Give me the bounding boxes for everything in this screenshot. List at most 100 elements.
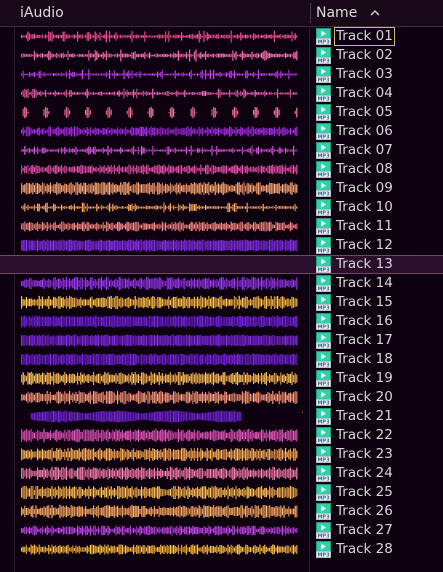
mp3-file-icon: MP3 (316, 218, 331, 236)
mp3-file-icon: MP3 (316, 389, 331, 407)
track-waveform[interactable] (21, 504, 298, 519)
mp3-file-icon: MP3 (316, 351, 331, 369)
file-row[interactable]: MP3 Track 04 (0, 84, 443, 103)
track-name[interactable]: Track 01 (334, 27, 395, 46)
mp3-badge-label: MP3 (317, 268, 330, 273)
file-row[interactable]: MP3 Track 28 (0, 540, 443, 559)
file-row[interactable]: MP3 Track 14 (0, 274, 443, 293)
track-waveform[interactable] (21, 447, 298, 462)
track-name[interactable]: Track 11 (336, 218, 393, 234)
track-name[interactable]: Track 21 (336, 408, 393, 424)
track-waveform[interactable] (21, 315, 298, 328)
track-name[interactable]: Track 19 (336, 370, 393, 386)
file-row[interactable]: MP3 Track 11 (0, 217, 443, 236)
track-name[interactable]: Track 13 (336, 256, 393, 272)
track-waveform[interactable] (21, 181, 298, 196)
mp3-file-icon: MP3 (316, 446, 331, 464)
mp3-badge-label: MP3 (317, 553, 330, 558)
track-name[interactable]: Track 15 (336, 294, 393, 310)
track-waveform[interactable] (21, 371, 298, 386)
file-row[interactable]: MP3 Track 23 (0, 445, 443, 464)
file-row[interactable]: MP3 Track 03 (0, 65, 443, 84)
file-row[interactable]: MP3 Track 20 (0, 388, 443, 407)
file-row[interactable]: MP3 Track 16 (0, 312, 443, 331)
track-waveform[interactable] (21, 202, 298, 213)
track-name[interactable]: Track 04 (336, 85, 393, 101)
file-row[interactable]: MP3 Track 22 (0, 426, 443, 445)
file-row[interactable]: MP3 Track 09 (0, 179, 443, 198)
track-waveform[interactable] (21, 30, 298, 43)
file-row[interactable]: MP3 Track 27 (0, 521, 443, 540)
track-name[interactable]: Track 03 (336, 66, 393, 82)
file-row[interactable]: MP3 Track 07 (0, 141, 443, 160)
track-name[interactable]: Track 06 (336, 123, 393, 139)
track-waveform[interactable] (21, 334, 298, 347)
track-waveform[interactable] (21, 466, 298, 481)
column-divider[interactable] (310, 3, 311, 23)
mp3-file-icon: MP3 (316, 427, 331, 445)
file-row[interactable]: MP3 Track 01 (0, 27, 443, 46)
track-waveform[interactable] (21, 295, 298, 310)
column-header-iaudio[interactable]: iAudio (20, 5, 64, 21)
track-waveform[interactable] (21, 276, 298, 291)
track-waveform[interactable] (21, 221, 298, 232)
track-waveform[interactable] (21, 126, 298, 137)
mp3-file-icon: MP3 (316, 180, 331, 198)
track-waveform[interactable] (21, 544, 298, 555)
track-waveform[interactable] (21, 49, 298, 62)
file-row[interactable]: MP3 Track 19 (0, 369, 443, 388)
file-row[interactable]: MP3 Track 24 (0, 464, 443, 483)
track-name[interactable]: Track 05 (336, 104, 393, 120)
file-row[interactable]: MP3 Track 13 (0, 255, 443, 274)
track-name[interactable]: Track 22 (336, 427, 393, 443)
track-name[interactable]: Track 12 (336, 237, 393, 253)
track-name[interactable]: Track 25 (336, 484, 393, 500)
track-name[interactable]: Track 02 (336, 47, 393, 63)
file-row[interactable]: MP3 Track 08 (0, 160, 443, 179)
file-row[interactable]: MP3 Track 26 (0, 502, 443, 521)
file-row[interactable]: MP3 Track 06 (0, 122, 443, 141)
track-name[interactable]: Track 28 (336, 541, 393, 557)
track-name[interactable]: Track 10 (336, 199, 393, 215)
track-waveform[interactable] (21, 88, 298, 99)
track-waveform[interactable] (21, 390, 298, 405)
mp3-file-icon: MP3 (316, 541, 331, 559)
track-waveform[interactable] (21, 239, 298, 252)
track-waveform[interactable] (30, 410, 242, 423)
track-waveform[interactable] (22, 106, 298, 119)
column-header-name[interactable]: Name (316, 5, 358, 21)
track-name[interactable]: Track 27 (336, 522, 393, 538)
track-name[interactable]: Track 23 (336, 446, 393, 462)
file-row[interactable]: MP3 Track 05 (0, 103, 443, 122)
file-row[interactable]: MP3 Track 18 (0, 350, 443, 369)
track-waveform[interactable] (21, 525, 298, 536)
track-name[interactable]: Track 18 (336, 351, 393, 367)
mp3-file-icon: MP3 (316, 332, 331, 350)
track-waveform[interactable] (21, 485, 298, 500)
track-name[interactable]: Track 16 (336, 313, 393, 329)
file-row[interactable]: MP3 Track 10 (0, 198, 443, 217)
track-name[interactable]: Track 26 (336, 503, 393, 519)
track-name[interactable]: Track 24 (336, 465, 393, 481)
track-waveform[interactable] (21, 428, 298, 443)
mp3-file-icon: MP3 (316, 47, 331, 65)
track-name[interactable]: Track 08 (336, 161, 393, 177)
track-name[interactable]: Track 09 (336, 180, 393, 196)
track-name[interactable]: Track 17 (336, 332, 393, 348)
mp3-badge-label: MP3 (317, 477, 330, 482)
track-name[interactable]: Track 20 (336, 389, 393, 405)
track-waveform[interactable] (21, 164, 298, 175)
file-row[interactable]: MP3 Track 12 (0, 236, 443, 255)
track-name[interactable]: Track 07 (336, 142, 393, 158)
file-row[interactable]: MP3 Track 17 (0, 331, 443, 350)
track-waveform[interactable] (21, 353, 298, 366)
file-row[interactable]: MP3 Track 25 (0, 483, 443, 502)
chevron-up-icon[interactable] (370, 0, 380, 26)
track-waveform[interactable] (21, 69, 298, 80)
file-row[interactable]: MP3 Track 15 (0, 293, 443, 312)
track-name[interactable]: Track 14 (336, 275, 393, 291)
file-row[interactable]: MP3 Track 21 (0, 407, 443, 426)
track-waveform[interactable] (21, 145, 298, 156)
file-row[interactable]: MP3 Track 02 (0, 46, 443, 65)
